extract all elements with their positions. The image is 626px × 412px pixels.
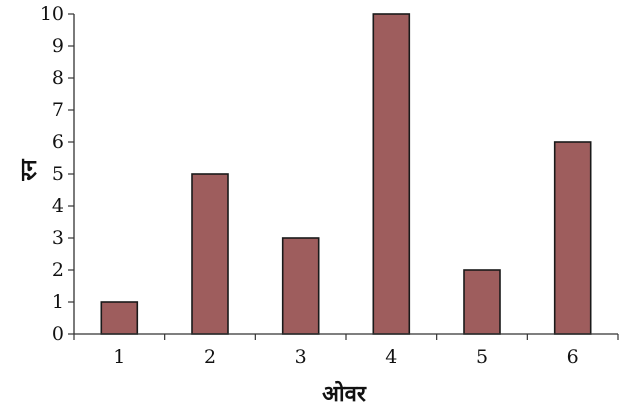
y-tick-label: 4 — [52, 195, 64, 217]
y-tick-label: 9 — [52, 35, 64, 57]
y-ticks-group: 0 1 2 3 4 5 6 7 8 9 10 — [40, 3, 74, 345]
x-axis-title: ओवर — [322, 380, 367, 407]
y-axis-title: रन — [17, 159, 42, 182]
y-tick-label: 1 — [52, 291, 64, 313]
bar-2 — [191, 173, 229, 335]
x-tick-label: 1 — [113, 346, 125, 368]
y-tick-label: 10 — [40, 3, 64, 25]
bar-5 — [463, 269, 501, 335]
x-tick-label: 2 — [204, 346, 216, 368]
y-tick-label: 6 — [52, 131, 64, 153]
y-tick-label: 2 — [52, 259, 64, 281]
x-ticks-group: 1 2 3 4 5 6 — [73, 334, 619, 368]
y-tick-label: 7 — [52, 99, 64, 121]
bar-1 — [100, 301, 139, 335]
x-tick-label: 4 — [385, 346, 397, 368]
bar-6 — [553, 141, 592, 335]
bars-group — [100, 13, 592, 335]
y-tick-label: 0 — [52, 323, 64, 345]
y-tick-label: 3 — [52, 227, 64, 249]
bar-3 — [281, 237, 320, 335]
x-tick-label: 6 — [567, 346, 579, 368]
bar-4 — [372, 13, 411, 335]
x-tick-label: 5 — [476, 346, 488, 368]
y-tick-label: 5 — [52, 163, 64, 185]
axes-group — [73, 14, 618, 335]
y-tick-label: 8 — [52, 67, 64, 89]
x-tick-label: 3 — [295, 346, 307, 368]
